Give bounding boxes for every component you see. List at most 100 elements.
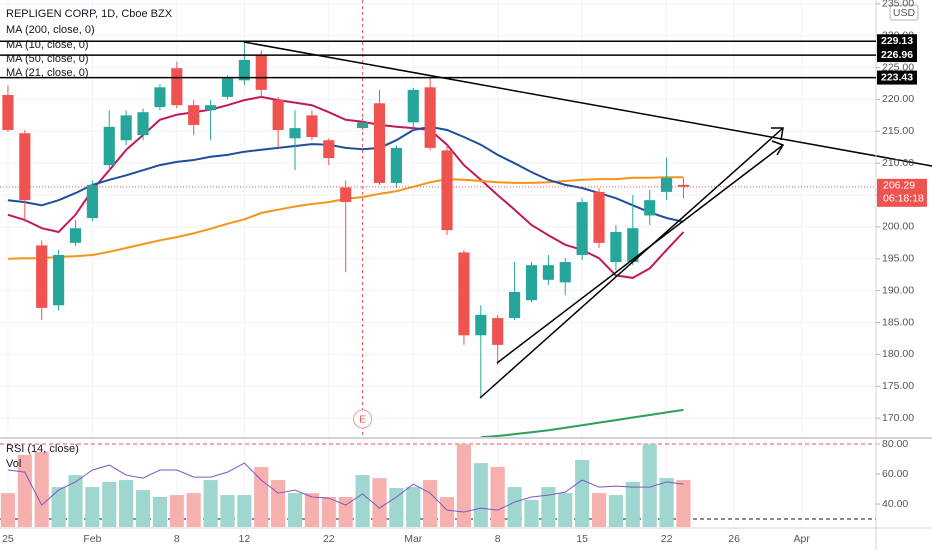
candle-body bbox=[593, 191, 605, 243]
candle-body bbox=[188, 105, 200, 125]
level-label-box bbox=[877, 48, 917, 63]
volume-bar bbox=[389, 488, 404, 527]
candle-body bbox=[492, 318, 504, 345]
candle-body bbox=[272, 100, 284, 131]
x-tick-label: Apr bbox=[794, 533, 811, 545]
volume-bar bbox=[338, 497, 353, 527]
volume-bar bbox=[68, 475, 83, 527]
candle-body bbox=[509, 291, 521, 319]
y-tick-label: 235.00 bbox=[882, 0, 914, 10]
volume-bar bbox=[203, 480, 218, 527]
volume-bar bbox=[507, 487, 522, 527]
candle-body bbox=[306, 115, 318, 138]
candle-body bbox=[357, 122, 369, 129]
level-label-box bbox=[877, 34, 917, 49]
x-tick-label: 15 bbox=[576, 533, 588, 545]
candle-body bbox=[627, 228, 639, 262]
candle-body bbox=[525, 265, 538, 301]
y-tick-label: 225.00 bbox=[882, 61, 914, 73]
y-tick-label: 40.00 bbox=[882, 498, 908, 510]
volume-bar bbox=[355, 475, 370, 527]
volume-bar bbox=[439, 497, 455, 527]
volume-bar bbox=[659, 478, 674, 527]
candle-body bbox=[559, 261, 571, 283]
candle-body bbox=[610, 232, 622, 262]
candle-body bbox=[120, 115, 132, 141]
x-tick-label: 22 bbox=[661, 533, 673, 545]
drawings bbox=[243, 41, 932, 399]
rsi-legend: RSI (14, close) bbox=[6, 443, 79, 455]
candle-body bbox=[390, 147, 402, 183]
x-tick-label: Mar bbox=[404, 533, 423, 545]
plot bbox=[0, 0, 876, 527]
y-tick-label: 60.00 bbox=[882, 468, 908, 480]
last-price-box bbox=[877, 178, 927, 207]
volume-bar bbox=[575, 460, 590, 527]
volume-bar bbox=[423, 480, 438, 527]
y-tick-label: 80.00 bbox=[882, 438, 908, 450]
candle-body bbox=[36, 245, 48, 308]
currency-box bbox=[889, 4, 919, 21]
candle-body bbox=[542, 265, 554, 280]
y-tick-label: 185.00 bbox=[882, 316, 914, 328]
volume-bar bbox=[237, 495, 252, 527]
candle-body bbox=[171, 68, 183, 106]
candle-body bbox=[407, 89, 419, 123]
candle-body bbox=[255, 54, 267, 90]
moving-average bbox=[7, 95, 685, 279]
legend-title: REPLIGEN CORP, 1D, Cboe BZX bbox=[6, 8, 173, 20]
candle-body bbox=[424, 87, 436, 148]
volume-bar bbox=[85, 487, 100, 527]
volume-bar bbox=[304, 493, 320, 527]
legend-entry: MA (21, close, 0) bbox=[6, 67, 89, 79]
candle-body bbox=[373, 103, 386, 183]
candle-body bbox=[19, 133, 31, 201]
candle-body bbox=[238, 59, 250, 81]
y-tick-label: 200.00 bbox=[882, 221, 914, 233]
indicator-pane bbox=[0, 443, 876, 527]
volume-bar bbox=[473, 463, 488, 527]
volume-bar bbox=[271, 480, 286, 527]
level-label: 226.96 bbox=[881, 49, 913, 61]
y-tick-label: 190.00 bbox=[882, 284, 914, 296]
x-tick-label: Feb bbox=[83, 533, 101, 545]
earnings-marker bbox=[353, 409, 373, 429]
volume-bar bbox=[102, 482, 117, 527]
x-tick-label: 25 bbox=[2, 533, 14, 545]
y-tick-label: 180.00 bbox=[882, 348, 914, 360]
countdown-label: 06:18:18 bbox=[883, 193, 924, 205]
volume-bar bbox=[254, 467, 269, 527]
trend-line bbox=[479, 127, 784, 399]
volume-bar bbox=[17, 455, 32, 527]
y-tick-label: 210.00 bbox=[882, 157, 914, 169]
x-tick-label: 26 bbox=[728, 533, 740, 545]
volume-legend: Vol bbox=[6, 458, 21, 470]
candle-body bbox=[205, 105, 217, 111]
x-tick-label: 8 bbox=[495, 533, 501, 545]
volume-bar bbox=[642, 444, 657, 527]
candle-body bbox=[2, 94, 14, 131]
candle-body bbox=[644, 200, 656, 216]
volume-bar bbox=[321, 497, 336, 527]
volume-bar bbox=[34, 452, 49, 527]
candle-body bbox=[475, 314, 487, 336]
y-tick-label: 195.00 bbox=[882, 253, 914, 265]
level-label: 223.43 bbox=[881, 71, 913, 83]
volume-bar bbox=[0, 493, 16, 527]
currency: USD bbox=[893, 7, 916, 19]
y-tick-label: 215.00 bbox=[882, 125, 914, 137]
candle-body bbox=[53, 254, 65, 306]
volume-bar bbox=[220, 495, 235, 527]
y-tick-label: 220.00 bbox=[882, 93, 914, 105]
grid bbox=[0, 0, 876, 527]
x-tick-label: 12 bbox=[239, 533, 251, 545]
legend-entry: MA (200, close, 0) bbox=[6, 24, 95, 36]
volume-bar bbox=[524, 500, 539, 527]
candle-body bbox=[86, 184, 98, 218]
volume-bar bbox=[558, 493, 573, 527]
volume-bar bbox=[406, 487, 421, 527]
y-tick-label: 175.00 bbox=[882, 380, 914, 392]
moving-average bbox=[480, 408, 684, 437]
